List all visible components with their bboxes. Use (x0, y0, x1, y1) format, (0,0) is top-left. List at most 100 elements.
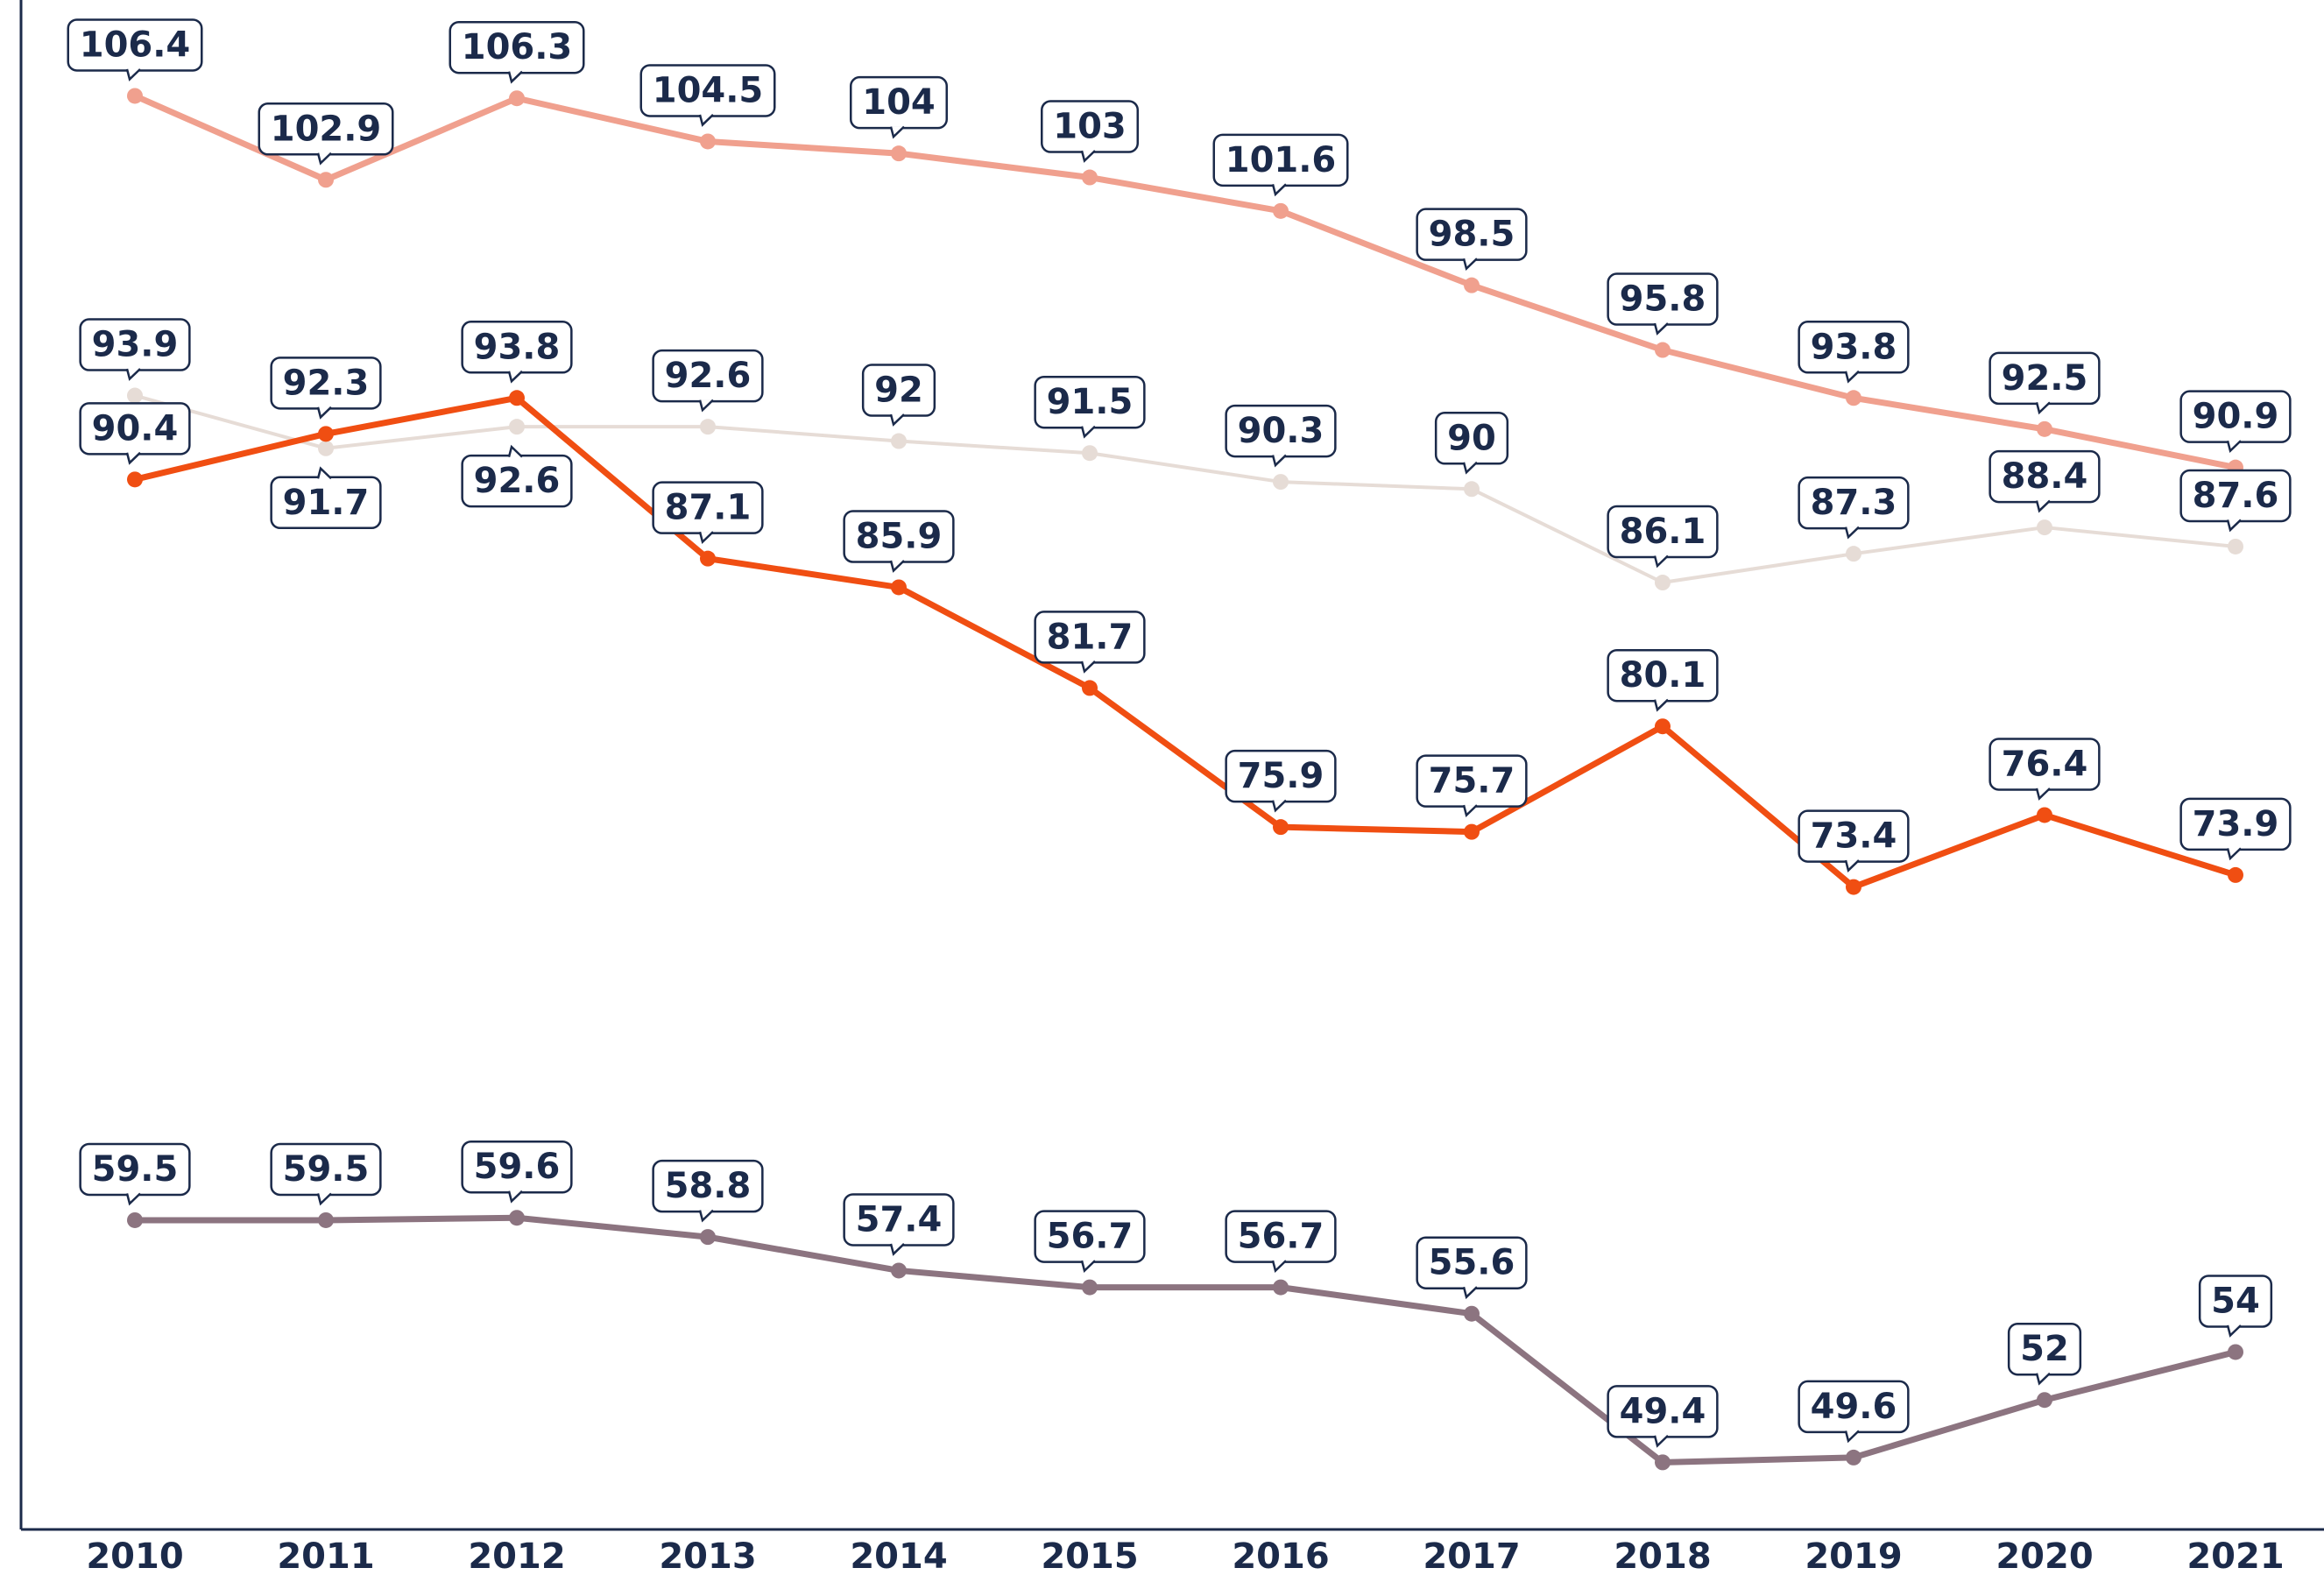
label-pointer (1271, 454, 1287, 468)
data-point (127, 1211, 143, 1228)
data-label: 92.6 (652, 349, 764, 413)
data-label: 92.5 (1988, 351, 2101, 415)
data-label: 104 (850, 75, 948, 139)
x-tick-label: 2014 (850, 1536, 947, 1575)
series-line (134, 393, 2236, 585)
data-label-text: 92.6 (665, 356, 752, 396)
label-pointer (1080, 660, 1096, 674)
data-label: 106.3 (449, 20, 585, 84)
label-pointer (1653, 1434, 1669, 1448)
x-tick-label: 2012 (468, 1536, 565, 1575)
data-label: 88.4 (1988, 449, 2101, 513)
data-point (700, 133, 716, 150)
data-label-text: 59.6 (474, 1147, 561, 1187)
data-label: 106.4 (67, 18, 203, 81)
data-point (318, 440, 334, 456)
data-label: 103 (1041, 100, 1139, 163)
data-label-text: 57.4 (856, 1199, 943, 1240)
data-point (2037, 519, 2052, 536)
label-pointer (1653, 554, 1669, 569)
label-pointer (507, 370, 523, 384)
data-point (2228, 1344, 2243, 1360)
data-label-text: 85.9 (856, 516, 943, 556)
label-pointer (2035, 1372, 2051, 1386)
x-tick-label: 2016 (1232, 1536, 1329, 1575)
data-point (891, 579, 907, 596)
data-label: 102.9 (258, 102, 394, 166)
data-label-text: 90.4 (92, 408, 179, 448)
x-tick-label: 2020 (1996, 1536, 2093, 1575)
label-pointer (1271, 183, 1287, 197)
data-label: 85.9 (843, 510, 955, 573)
label-pointer (1844, 859, 1860, 872)
data-label: 73.9 (2179, 797, 2292, 861)
data-label-text: 86.1 (1620, 512, 1706, 552)
lines (133, 93, 2237, 1466)
label-pointer (1844, 370, 1860, 384)
label-pointer (2226, 847, 2242, 861)
data-point (2228, 538, 2243, 554)
data-point (891, 433, 907, 449)
label-pointer (1080, 150, 1096, 163)
data-point (891, 1262, 907, 1279)
data-label: 90.9 (2179, 390, 2292, 454)
label-pointer (1844, 1430, 1860, 1444)
data-label-text: 75.9 (1238, 756, 1324, 796)
data-label-text: 101.6 (1226, 140, 1337, 180)
data-label: 92 (861, 364, 936, 427)
data-label: 57.4 (843, 1193, 955, 1256)
data-label-text: 73.4 (1811, 816, 1897, 857)
label-pointer (2226, 519, 2242, 533)
data-point (1846, 1449, 1861, 1466)
data-point (700, 1229, 716, 1246)
label-pointer (2226, 1324, 2242, 1338)
data-point (891, 145, 907, 162)
data-label-text: 106.4 (80, 25, 191, 65)
data-label: 95.8 (1607, 272, 1719, 335)
data-label: 87.6 (2179, 469, 2292, 533)
data-label: 91.5 (1034, 375, 1146, 439)
label-pointer (1080, 425, 1096, 439)
data-point (1273, 1279, 1289, 1296)
data-label-text: 91.5 (1047, 382, 1134, 422)
label-pointer (698, 399, 714, 413)
data-point (127, 471, 143, 488)
label-pointer (316, 152, 332, 166)
label-pointer (889, 413, 905, 427)
x-tick-label: 2010 (86, 1536, 183, 1575)
data-label: 76.4 (1988, 738, 2101, 801)
data-label-text: 92 (874, 371, 923, 411)
data-label-text: 87.3 (1811, 483, 1897, 523)
label-pointer (1462, 804, 1478, 818)
label-pointer (2035, 499, 2051, 513)
data-label-text: 92.5 (2002, 358, 2088, 399)
data-point (2037, 1392, 2052, 1409)
data-label-text: 49.6 (1811, 1387, 1897, 1427)
data-label-text: 90.3 (1238, 411, 1324, 451)
label-pointer (1844, 526, 1860, 540)
data-label-text: 90 (1447, 418, 1496, 458)
data-label: 91.7 (270, 466, 382, 530)
data-label: 52 (2007, 1322, 2082, 1386)
data-label-text: 87.1 (665, 488, 752, 528)
data-point (1655, 718, 1671, 735)
data-label-text: 90.9 (2193, 397, 2279, 437)
data-point (509, 1210, 525, 1226)
data-label-text: 55.6 (1429, 1243, 1515, 1283)
data-label: 104.5 (639, 64, 776, 127)
x-tick-label: 2011 (277, 1536, 374, 1575)
data-label: 81.7 (1034, 611, 1146, 674)
data-label-text: 56.7 (1047, 1217, 1134, 1257)
data-label-text: 87.6 (2193, 476, 2279, 516)
data-label-text: 93.9 (92, 325, 179, 365)
data-point (1464, 481, 1480, 498)
data-label: 58.8 (652, 1159, 764, 1223)
label-pointer (889, 125, 905, 139)
data-point (1082, 680, 1098, 696)
label-pointer (125, 451, 141, 465)
data-label-text: 92.3 (283, 363, 370, 403)
data-point (509, 390, 525, 406)
data-label: 55.6 (1416, 1236, 1528, 1300)
x-tick-label: 2018 (1614, 1536, 1711, 1575)
label-pointer (1653, 698, 1669, 712)
